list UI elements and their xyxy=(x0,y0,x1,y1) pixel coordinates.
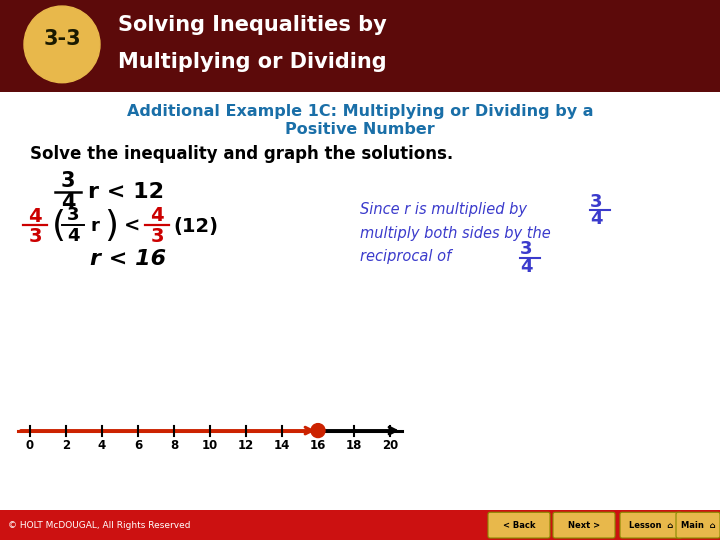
Text: 4: 4 xyxy=(28,207,42,226)
Text: 12: 12 xyxy=(238,439,254,452)
Text: 3-3: 3-3 xyxy=(43,29,81,49)
Text: 4: 4 xyxy=(67,227,79,245)
Text: 3: 3 xyxy=(67,206,79,224)
Text: Additional Example 1C: Multiplying or Dividing by a: Additional Example 1C: Multiplying or Di… xyxy=(127,104,593,119)
Text: Positive Number: Positive Number xyxy=(285,122,435,137)
FancyBboxPatch shape xyxy=(676,512,720,538)
Text: r < 12: r < 12 xyxy=(88,183,164,202)
Text: 3: 3 xyxy=(60,172,76,192)
Text: Next >: Next > xyxy=(568,521,600,530)
FancyBboxPatch shape xyxy=(620,512,682,538)
Text: 3: 3 xyxy=(28,227,42,246)
Text: © HOLT McDOUGAL, All Rights Reserved: © HOLT McDOUGAL, All Rights Reserved xyxy=(8,521,191,530)
Text: 4: 4 xyxy=(60,193,76,213)
Text: Solving Inequalities by: Solving Inequalities by xyxy=(118,15,387,35)
FancyBboxPatch shape xyxy=(488,512,550,538)
Text: Since r is multiplied by: Since r is multiplied by xyxy=(360,202,527,217)
Text: (: ( xyxy=(52,210,66,244)
Text: < Back: < Back xyxy=(503,521,535,530)
Text: 4: 4 xyxy=(98,439,106,452)
Text: 3: 3 xyxy=(150,227,163,246)
Text: multiply both sides by the: multiply both sides by the xyxy=(360,226,551,241)
Text: 10: 10 xyxy=(202,439,218,452)
Text: 8: 8 xyxy=(170,439,178,452)
Text: (12): (12) xyxy=(173,217,218,236)
Text: r < 16: r < 16 xyxy=(90,249,166,269)
Text: 6: 6 xyxy=(134,439,142,452)
Circle shape xyxy=(311,423,325,437)
Text: 4: 4 xyxy=(150,206,164,225)
Text: 16: 16 xyxy=(310,439,326,452)
Text: 3: 3 xyxy=(520,240,533,258)
Text: r: r xyxy=(90,217,99,235)
Text: Solve the inequality and graph the solutions.: Solve the inequality and graph the solut… xyxy=(30,145,454,163)
Text: 2: 2 xyxy=(62,439,70,452)
Text: 18: 18 xyxy=(346,439,362,452)
Circle shape xyxy=(24,6,100,83)
Text: 4: 4 xyxy=(520,258,533,276)
Text: 0: 0 xyxy=(26,439,34,452)
Text: 14: 14 xyxy=(274,439,290,452)
Text: Multiplying or Dividing: Multiplying or Dividing xyxy=(118,51,387,71)
FancyBboxPatch shape xyxy=(553,512,615,538)
Text: Lesson  ⌂: Lesson ⌂ xyxy=(629,521,673,530)
Text: 4: 4 xyxy=(590,211,603,228)
Text: 3: 3 xyxy=(590,193,603,211)
Text: <: < xyxy=(124,217,140,236)
Text: ): ) xyxy=(104,210,118,244)
Text: Main  ⌂: Main ⌂ xyxy=(680,521,715,530)
Text: reciprocal of: reciprocal of xyxy=(360,249,451,264)
Text: 20: 20 xyxy=(382,439,398,452)
